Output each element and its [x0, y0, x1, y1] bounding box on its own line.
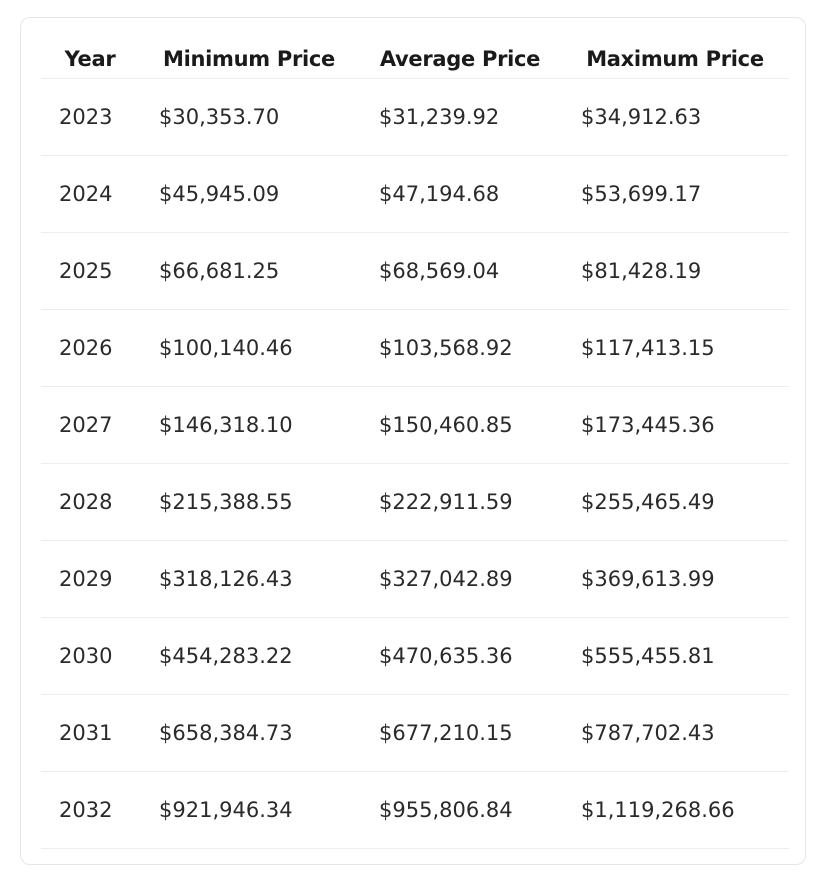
average-price-cell: $955,806.84	[359, 771, 561, 849]
table-row: 2024 $45,945.09 $47,194.68 $53,699.17	[41, 155, 789, 233]
maximum-price-cell: $173,445.36	[561, 386, 789, 464]
table-row: 2031 $658,384.73 $677,210.15 $787,702.43	[41, 694, 789, 772]
price-prediction-table: Year Minimum Price Average Price Maximum…	[41, 40, 789, 849]
year-cell: 2025	[41, 232, 139, 310]
table-body: 2023 $30,353.70 $31,239.92 $34,912.63 2024 $4…	[41, 78, 789, 849]
average-price-cell: $677,210.15	[359, 694, 561, 772]
year-cell: 2029	[41, 540, 139, 618]
minimum-price-cell: $454,283.22	[139, 617, 359, 695]
average-price-cell: $68,569.04	[359, 232, 561, 310]
maximum-price-cell: $555,455.81	[561, 617, 789, 695]
minimum-price-cell: $45,945.09	[139, 155, 359, 233]
maximum-price-cell: $255,465.49	[561, 463, 789, 541]
average-price-cell: $327,042.89	[359, 540, 561, 618]
header-year: Year	[41, 40, 139, 79]
year-cell: 2031	[41, 694, 139, 772]
table-row: 2023 $30,353.70 $31,239.92 $34,912.63	[41, 78, 789, 156]
year-cell: 2027	[41, 386, 139, 464]
table-row: 2025 $66,681.25 $68,569.04 $81,428.19	[41, 232, 789, 310]
header-row: Year Minimum Price Average Price Maximum…	[41, 40, 789, 79]
table-row: 2027 $146,318.10 $150,460.85 $173,445.36	[41, 386, 789, 464]
maximum-price-cell: $787,702.43	[561, 694, 789, 772]
average-price-cell: $103,568.92	[359, 309, 561, 387]
year-cell: 2023	[41, 78, 139, 156]
header-maximum-price: Maximum Price	[561, 40, 789, 79]
table-row: 2030 $454,283.22 $470,635.36 $555,455.81	[41, 617, 789, 695]
year-cell: 2028	[41, 463, 139, 541]
year-cell: 2026	[41, 309, 139, 387]
minimum-price-cell: $658,384.73	[139, 694, 359, 772]
table-row: 2026 $100,140.46 $103,568.92 $117,413.15	[41, 309, 789, 387]
maximum-price-cell: $81,428.19	[561, 232, 789, 310]
header-average-price: Average Price	[359, 40, 561, 79]
average-price-cell: $31,239.92	[359, 78, 561, 156]
minimum-price-cell: $66,681.25	[139, 232, 359, 310]
average-price-cell: $47,194.68	[359, 155, 561, 233]
table-header: Year Minimum Price Average Price Maximum…	[41, 40, 789, 79]
average-price-cell: $150,460.85	[359, 386, 561, 464]
minimum-price-cell: $215,388.55	[139, 463, 359, 541]
maximum-price-cell: $34,912.63	[561, 78, 789, 156]
average-price-cell: $222,911.59	[359, 463, 561, 541]
minimum-price-cell: $318,126.43	[139, 540, 359, 618]
minimum-price-cell: $921,946.34	[139, 771, 359, 849]
table-row: 2029 $318,126.43 $327,042.89 $369,613.99	[41, 540, 789, 618]
year-cell: 2024	[41, 155, 139, 233]
average-price-cell: $470,635.36	[359, 617, 561, 695]
header-minimum-price: Minimum Price	[139, 40, 359, 79]
minimum-price-cell: $100,140.46	[139, 309, 359, 387]
minimum-price-cell: $146,318.10	[139, 386, 359, 464]
table-row: 2028 $215,388.55 $222,911.59 $255,465.49	[41, 463, 789, 541]
minimum-price-cell: $30,353.70	[139, 78, 359, 156]
maximum-price-cell: $53,699.17	[561, 155, 789, 233]
year-cell: 2032	[41, 771, 139, 849]
table-row: 2032 $921,946.34 $955,806.84 $1,119,268.66	[41, 771, 789, 849]
price-prediction-card: Year Minimum Price Average Price Maximum…	[20, 17, 806, 865]
maximum-price-cell: $369,613.99	[561, 540, 789, 618]
maximum-price-cell: $1,119,268.66	[561, 771, 789, 849]
year-cell: 2030	[41, 617, 139, 695]
maximum-price-cell: $117,413.15	[561, 309, 789, 387]
